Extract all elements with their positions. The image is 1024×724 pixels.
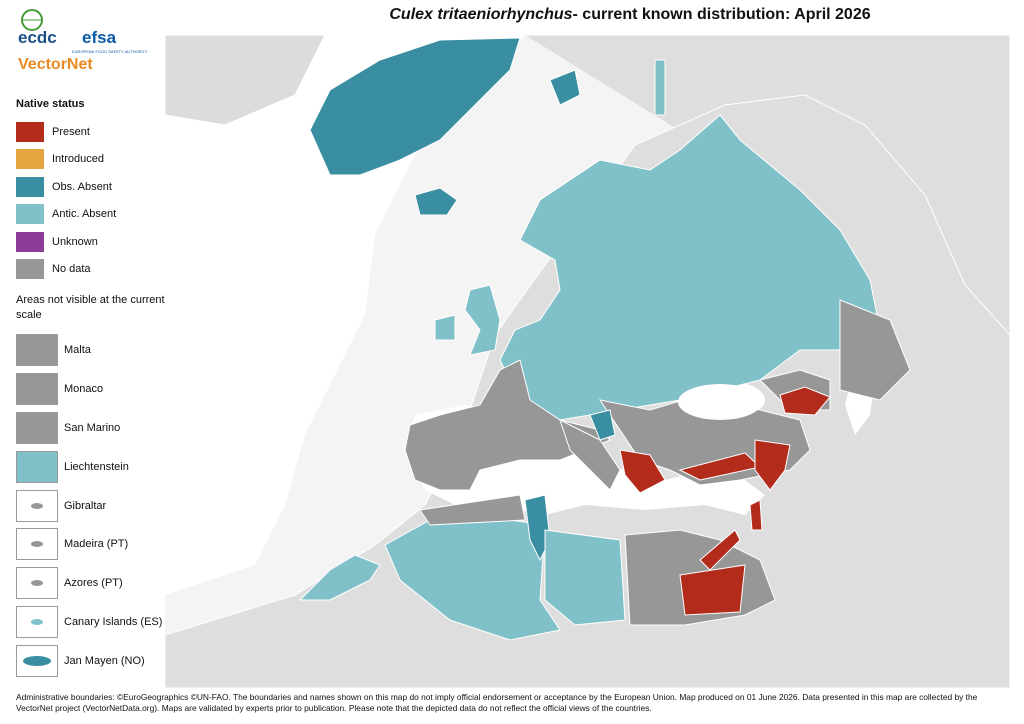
title-species: Culex tritaeniorhynchus	[389, 6, 573, 23]
globe-icon	[21, 9, 43, 31]
areas-title: Areas not visible at the current scale	[16, 294, 165, 321]
area-item: Gibraltar	[16, 486, 166, 525]
area-label: Monaco	[64, 383, 104, 396]
area-item: Jan Mayen (NO)	[16, 641, 166, 680]
legend-item: Present	[16, 118, 166, 146]
title-rest: - current known distribution: April 2026	[572, 6, 871, 23]
legend-swatch	[16, 231, 44, 252]
legend-item: Introduced	[16, 146, 166, 174]
area-box	[16, 489, 58, 522]
legend-item: Obs. Absent	[16, 173, 166, 201]
map-title: Culex tritaeniorhynchus- current known d…	[240, 6, 1020, 24]
area-label: Jan Mayen (NO)	[64, 654, 145, 667]
area-item: Malta	[16, 331, 166, 370]
footer-note: Administrative boundaries: ©EuroGeograph…	[16, 692, 978, 713]
legend-swatch	[16, 259, 44, 280]
legend-label: Antic. Absent	[52, 208, 117, 221]
legend-title: Native status	[16, 98, 85, 110]
legend-swatch	[16, 121, 44, 142]
legend-item: Antic. Absent	[16, 201, 166, 229]
area-shape	[31, 580, 43, 587]
legend-label: Introduced	[52, 153, 104, 166]
area-box	[16, 334, 58, 367]
area-box	[16, 450, 58, 483]
legend-label: Present	[52, 125, 90, 138]
area-label: Liechtenstein	[64, 460, 129, 473]
area-item: Canary Islands (ES)	[16, 603, 166, 642]
legend-swatch	[16, 204, 44, 225]
areas-panel: Areas not visible at the current scale M…	[16, 293, 166, 680]
legend-swatch	[16, 176, 44, 197]
area-shape	[31, 541, 43, 548]
area-item: Madeira (PT)	[16, 525, 166, 564]
legend-label: No data	[52, 263, 91, 276]
logo-efsa: efsa	[82, 28, 117, 47]
map	[165, 35, 1010, 688]
area-item: Azores (PT)	[16, 564, 166, 603]
area-box	[16, 411, 58, 444]
legend-label: Unknown	[52, 235, 98, 248]
area-label: Madeira (PT)	[64, 538, 129, 551]
area-shape	[23, 655, 51, 666]
area-label: Azores (PT)	[64, 577, 123, 590]
area-shape	[31, 502, 43, 509]
area-label: Gibraltar	[64, 499, 107, 512]
area-box	[16, 605, 58, 638]
area-box	[16, 373, 58, 406]
area-box	[16, 528, 58, 561]
legend-item: No data	[16, 256, 166, 284]
legend-swatch	[16, 149, 44, 170]
area-label: San Marino	[64, 421, 121, 434]
logos: ecdc efsa EUROPEAN FOOD SAFETY AUTHORITY…	[8, 8, 158, 78]
area-shape	[31, 618, 43, 625]
logo-vectornet: VectorNet	[18, 56, 93, 73]
area-label: Canary Islands (ES)	[64, 615, 163, 628]
logo-ecdc: ecdc	[18, 28, 57, 47]
area-item: Liechtenstein	[16, 447, 166, 486]
area-item: Monaco	[16, 370, 166, 409]
area-box	[16, 644, 58, 677]
legend-rows: Present Introduced Obs. Absent Antic. Absen…	[16, 118, 166, 283]
logo-efsa-sub: EUROPEAN FOOD SAFETY AUTHORITY	[72, 49, 148, 54]
area-rows: Malta Monaco San Marino Liechtenstein Gibral…	[16, 331, 166, 680]
area-box	[16, 567, 58, 600]
legend: Native status Present Introduced Obs. Abse…	[16, 98, 166, 283]
legend-label: Obs. Absent	[52, 180, 112, 193]
area-label: Malta	[64, 344, 91, 357]
legend-item: Unknown	[16, 228, 166, 256]
area-item: San Marino	[16, 409, 166, 448]
